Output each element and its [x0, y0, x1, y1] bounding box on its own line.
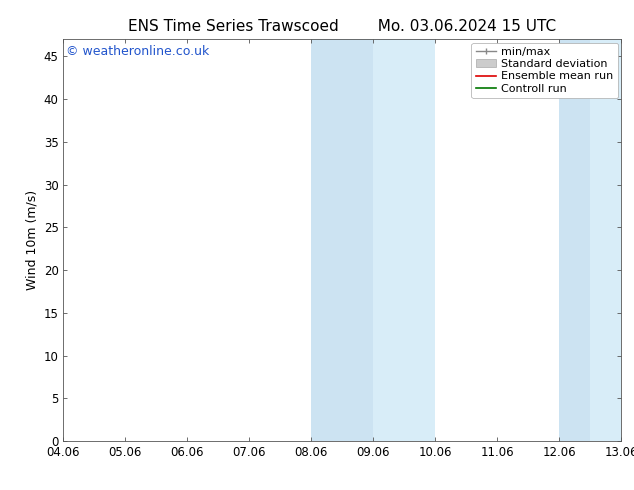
Bar: [311, 39, 373, 441]
Bar: [373, 39, 436, 441]
Text: © weatheronline.co.uk: © weatheronline.co.uk: [66, 45, 209, 58]
Y-axis label: Wind 10m (m/s): Wind 10m (m/s): [25, 190, 38, 290]
Bar: [590, 39, 621, 441]
Legend: min/max, Standard deviation, Ensemble mean run, Controll run: min/max, Standard deviation, Ensemble me…: [471, 43, 618, 98]
Title: ENS Time Series Trawscoed        Mo. 03.06.2024 15 UTC: ENS Time Series Trawscoed Mo. 03.06.2024…: [128, 19, 557, 34]
Bar: [559, 39, 590, 441]
